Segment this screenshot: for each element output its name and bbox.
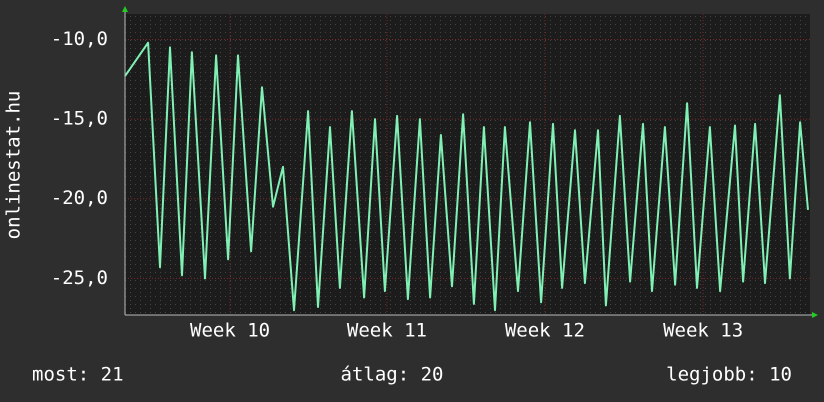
footer-best: legjobb: 10 (666, 364, 792, 386)
footer-average: átlag: 20 (341, 364, 444, 386)
y-tick-label: -20,0 (51, 187, 108, 209)
y-axis-label: onlinestat.hu (3, 91, 25, 240)
x-arrow (812, 312, 818, 318)
x-tick-label: Week 12 (505, 320, 585, 342)
y-tick-label: -25,0 (51, 267, 108, 289)
x-tick-label: Week 10 (190, 320, 270, 342)
x-tick-label: Week 11 (347, 320, 427, 342)
y-tick-label: -15,0 (51, 108, 108, 130)
y-arrow (122, 6, 128, 12)
x-tick-label: Week 13 (663, 320, 743, 342)
footer-current: most: 21 (32, 364, 124, 386)
data-line (124, 41, 809, 312)
y-tick-label: -10,0 (51, 28, 108, 50)
